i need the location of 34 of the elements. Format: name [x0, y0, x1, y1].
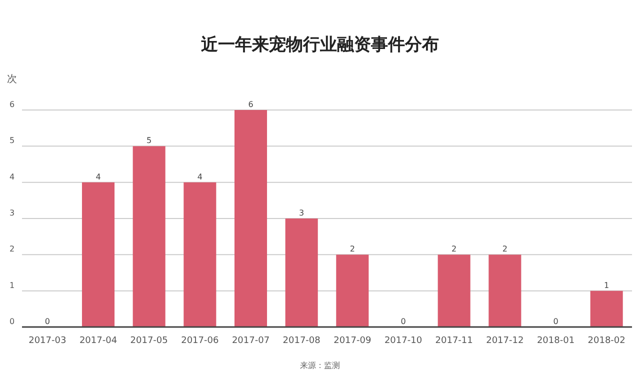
x-tick-label: 2017-03 — [28, 336, 66, 346]
x-tick-label: 2017-04 — [79, 336, 118, 346]
y-tick-label: 0 — [9, 317, 15, 326]
data-label: 4 — [96, 172, 101, 182]
y-tick-label: 5 — [9, 136, 15, 146]
x-tick-label: 2017-11 — [435, 336, 473, 346]
data-label: 1 — [604, 280, 610, 290]
x-tick-label: 2017-09 — [334, 336, 372, 346]
x-tick-label: 2017-12 — [486, 336, 524, 346]
data-label: 3 — [299, 208, 304, 218]
data-label: 0 — [44, 317, 50, 326]
x-tick-label: 2017-08 — [282, 336, 321, 346]
chart-title: 近一年来宠物行业融资事件分布 — [200, 35, 439, 55]
data-label: 2 — [350, 244, 355, 254]
x-tick-label: 2018-01 — [536, 336, 575, 346]
x-tick-label: 2017-05 — [130, 336, 168, 346]
data-label: 0 — [553, 317, 558, 326]
y-tick-label: 2 — [9, 244, 15, 254]
data-label: 5 — [146, 136, 152, 146]
data-label: 4 — [197, 172, 202, 182]
data-label: 0 — [400, 317, 406, 326]
y-tick-label: 6 — [9, 100, 15, 109]
x-tick-label: 2017-06 — [181, 336, 219, 346]
y-tick-label: 4 — [9, 172, 15, 182]
y-axis-title: 次 — [7, 74, 17, 85]
y-tick-label: 1 — [9, 280, 15, 290]
x-tick-label: 2018-02 — [588, 336, 626, 346]
source-note: 来源：监测 — [300, 361, 340, 370]
y-tick-label: 3 — [9, 208, 15, 218]
data-label: 2 — [502, 244, 508, 254]
data-label: 2 — [452, 244, 457, 254]
x-tick-label: 2017-10 — [384, 336, 422, 346]
x-tick-label: 2017-07 — [232, 336, 270, 346]
data-label: 6 — [248, 100, 254, 109]
